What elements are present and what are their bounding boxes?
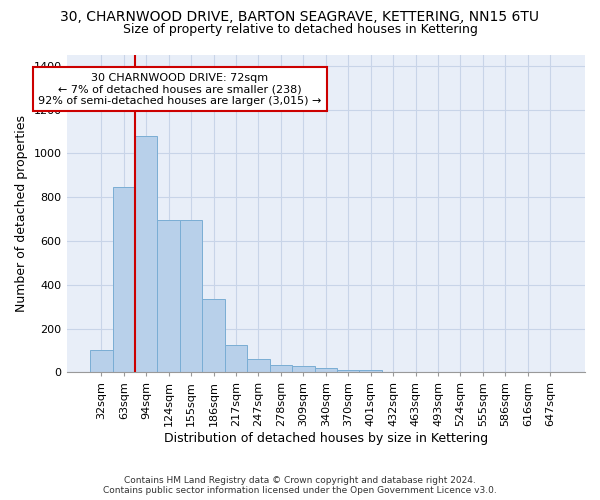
X-axis label: Distribution of detached houses by size in Kettering: Distribution of detached houses by size … xyxy=(164,432,488,445)
Bar xyxy=(90,350,113,372)
Bar xyxy=(269,364,292,372)
Bar xyxy=(135,136,157,372)
Bar xyxy=(202,299,225,372)
Bar xyxy=(225,345,247,372)
Bar xyxy=(180,220,202,372)
Y-axis label: Number of detached properties: Number of detached properties xyxy=(15,115,28,312)
Text: Contains HM Land Registry data © Crown copyright and database right 2024.
Contai: Contains HM Land Registry data © Crown c… xyxy=(103,476,497,495)
Bar xyxy=(247,359,269,372)
Bar xyxy=(292,366,314,372)
Bar xyxy=(113,188,135,372)
Text: 30, CHARNWOOD DRIVE, BARTON SEAGRAVE, KETTERING, NN15 6TU: 30, CHARNWOOD DRIVE, BARTON SEAGRAVE, KE… xyxy=(61,10,539,24)
Bar xyxy=(314,368,337,372)
Bar xyxy=(337,370,359,372)
Bar xyxy=(359,370,382,372)
Bar xyxy=(157,220,180,372)
Text: Size of property relative to detached houses in Kettering: Size of property relative to detached ho… xyxy=(122,22,478,36)
Text: 30 CHARNWOOD DRIVE: 72sqm
← 7% of detached houses are smaller (238)
92% of semi-: 30 CHARNWOOD DRIVE: 72sqm ← 7% of detach… xyxy=(38,72,322,106)
